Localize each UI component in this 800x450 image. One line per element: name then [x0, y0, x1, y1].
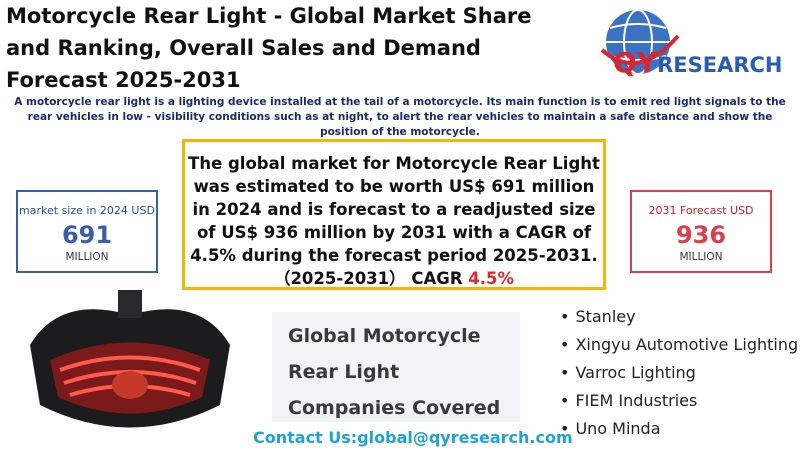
title: Motorcycle Rear Light - Global Market Sh…: [6, 4, 532, 92]
box-value: 936: [675, 221, 727, 249]
cagr-label: （2025-2031） CAGR: [273, 269, 463, 288]
cagr-line: （2025-2031） CAGR 4.5%: [185, 267, 603, 290]
description: A motorcycle rear light is a lighting de…: [14, 96, 786, 138]
companies-list: StanleyXingyu Automotive LightingVarroc …: [560, 303, 798, 443]
box-label: 2031 Forecast USD: [648, 204, 754, 217]
companies-heading: Global Motorcycle Rear Light Companies C…: [272, 312, 520, 422]
logo-text: QYRESEARCH: [613, 46, 782, 79]
company: Uno Minda: [560, 415, 798, 443]
product-image: [30, 290, 230, 428]
contact: Contact Us:global@qyresearch.com: [253, 428, 573, 447]
company: Xingyu Automotive Lighting: [560, 331, 798, 359]
company: Stanley: [560, 303, 798, 331]
market-2024-box: market size in 2024 USD 691 MILLION: [16, 190, 158, 273]
summary-box: The global market for Motorcycle Rear Li…: [182, 139, 606, 290]
logo-prefix: QY: [613, 46, 658, 79]
box-label: market size in 2024 USD: [19, 204, 155, 217]
logo-suffix: RESEARCH: [657, 53, 783, 77]
box-unit: MILLION: [65, 251, 109, 263]
logo-globe: [600, 9, 680, 75]
forecast-2031-box: 2031 Forecast USD 936 MILLION: [630, 190, 772, 273]
box-unit: MILLION: [679, 251, 723, 263]
box-value: 691: [61, 221, 113, 249]
summary-text: The global market for Motorcycle Rear Li…: [188, 154, 600, 265]
company: Varroc Lighting: [560, 359, 798, 387]
company: FIEM Industries: [560, 387, 798, 415]
cagr-value: 4.5%: [468, 269, 515, 288]
